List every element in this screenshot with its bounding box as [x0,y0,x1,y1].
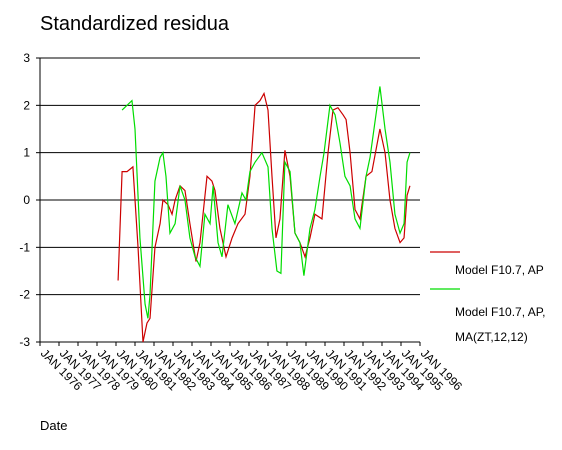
series-line [121,86,411,319]
legend-label: Model F10.7, AP [455,263,544,277]
chart-title: Standardized residua [40,13,230,35]
y-tick-label: -3 [19,335,30,349]
y-tick-label: 2 [23,98,30,112]
legend-label: Model F10.7, AP, MA(ZT,12,12) [455,305,546,344]
x-axis-label: Date [40,418,67,433]
series-line [117,91,411,343]
y-tick-label: 0 [23,193,30,207]
y-tick-label: -2 [19,288,30,302]
y-tick-label: 3 [23,51,30,65]
y-tick-label: 1 [23,146,30,160]
y-tick-label: -1 [19,240,30,254]
